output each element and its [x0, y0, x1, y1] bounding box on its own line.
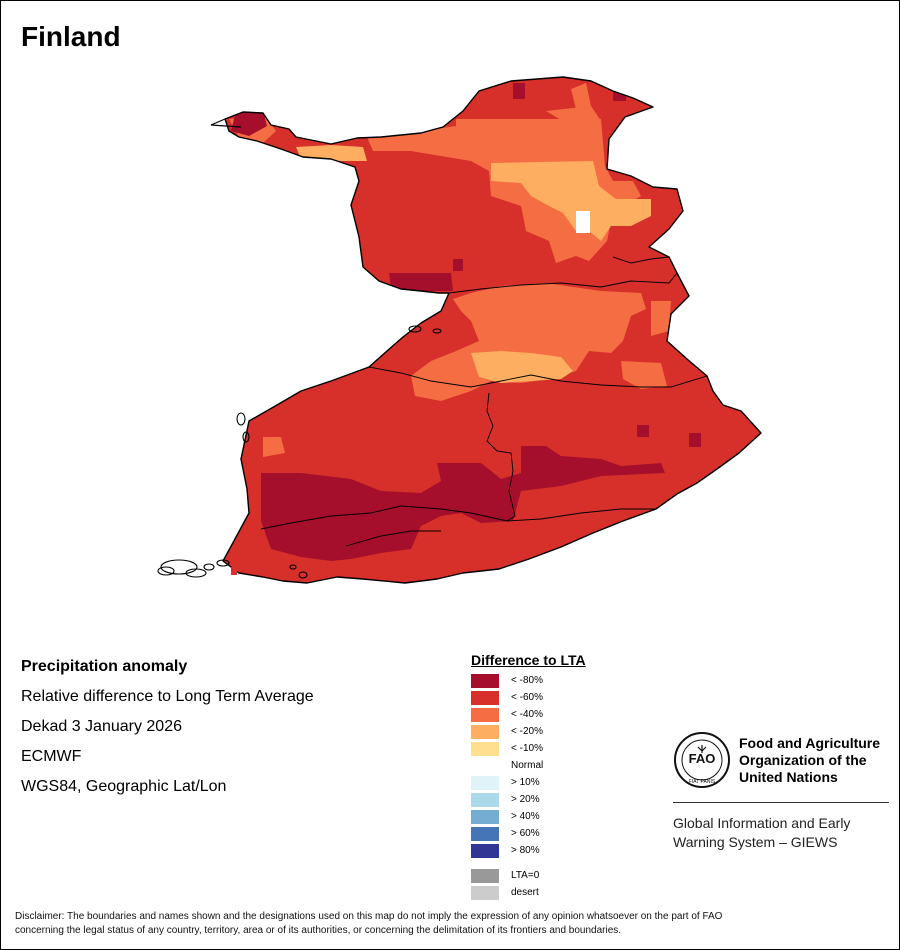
disclaimer-line-2: concerning the legal status of any count…: [15, 925, 622, 936]
class-lt-40-central: [411, 283, 646, 401]
fao-logo-icon: FAO FIAT PANIS: [674, 732, 730, 788]
legend-swatch: [471, 843, 499, 858]
legend-swatch: [471, 758, 499, 773]
giews-line-1: Global Information and Early: [673, 815, 851, 831]
class-lt-20-north: [491, 161, 651, 241]
fao-divider: [673, 802, 889, 803]
legend-swatch: [471, 673, 499, 688]
country-outline: [222, 76, 762, 584]
map-info: Precipitation anomaly Relative differenc…: [21, 657, 441, 807]
region-boundary-east-west: [486, 392, 516, 522]
region-boundary-southwest: [345, 530, 441, 547]
legend-item: < -20%: [471, 723, 641, 740]
class-lt-20-arm: [296, 145, 367, 161]
legend-item: > 60%: [471, 825, 641, 842]
class-lt-80-east-cell: [637, 425, 649, 437]
legend-swatch: [471, 724, 499, 739]
legend-item: > 20%: [471, 791, 641, 808]
info-model: ECMWF: [21, 748, 82, 765]
fao-name-line-2: Organization of the: [739, 752, 867, 768]
class-lt-80-cell3: [453, 259, 463, 271]
class-lt-80-arm: [231, 111, 267, 136]
info-period: Dekad 3 January 2026: [21, 718, 182, 735]
region-boundary-central: [368, 366, 708, 388]
precipitation-map: [157, 76, 762, 584]
info-title: Precipitation anomaly: [21, 658, 188, 675]
class-lt-20-central: [471, 351, 573, 383]
legend-extra-items: LTA=0 desert: [471, 867, 641, 901]
legend-label: LTA=0: [511, 870, 540, 881]
legend-swatch: [471, 690, 499, 705]
legend-label: < -10%: [511, 743, 543, 754]
class-lt-80-north-cell2: [613, 91, 626, 101]
legend-item: < -40%: [471, 706, 641, 723]
legend-label: > 10%: [511, 777, 540, 788]
aland-cell: [231, 567, 237, 575]
legend-swatch: [471, 826, 499, 841]
legend-label: > 80%: [511, 845, 540, 856]
legend-swatch: [471, 741, 499, 756]
legend-label: > 60%: [511, 828, 540, 839]
class-lt-80-west: [389, 273, 453, 291]
legend-swatch: [471, 885, 499, 900]
fao-name-line-3: United Nations: [739, 769, 838, 785]
region-boundary-ne: [612, 256, 670, 264]
class-lt-40-north: [367, 119, 641, 263]
region-boundary-north: [448, 272, 678, 294]
giews-name: Global Information and Early Warning Sys…: [673, 814, 889, 852]
fao-logo-text: FAO: [689, 751, 716, 766]
class-lt-40-lapland: [546, 106, 601, 126]
legend-item: > 80%: [471, 842, 641, 859]
legend-label: desert: [511, 887, 539, 898]
legend-label: Normal: [511, 760, 544, 771]
legend-item: desert: [471, 884, 641, 901]
legend-item: < -60%: [471, 689, 641, 706]
legend-swatch: [471, 868, 499, 883]
disclaimer-line-1: Disclaimer: The boundaries and names sho…: [15, 911, 723, 922]
class-lt-40-top: [571, 83, 591, 109]
arm-tip-outline: [210, 118, 242, 128]
legend-label: < -20%: [511, 726, 543, 737]
legend-item: > 10%: [471, 774, 641, 791]
legend-item: Normal: [471, 757, 641, 774]
legend-item: < -10%: [471, 740, 641, 757]
legend-swatch: [471, 707, 499, 722]
fao-name-line-1: Food and Agriculture: [739, 735, 881, 751]
legend-swatch: [471, 809, 499, 824]
legend-label: < -40%: [511, 709, 543, 720]
legend-label: < -80%: [511, 675, 543, 686]
class-lt-80-north-cell: [513, 83, 525, 99]
class-lt-80-east-cell2: [689, 433, 701, 447]
info-projection: WGS84, Geographic Lat/Lon: [21, 778, 227, 795]
legend-items: < -80% < -60% < -40% < -20% < -10% Normal > 10…: [471, 672, 641, 859]
legend-label: > 40%: [511, 811, 540, 822]
disclaimer: Disclaimer: The boundaries and names sho…: [15, 910, 887, 938]
giews-line-2: Warning System – GIEWS: [673, 834, 838, 850]
region-boundary-south: [260, 505, 656, 530]
legend-swatch: [471, 792, 499, 807]
anomaly-raster: [223, 77, 761, 583]
class-lt-40-east: [651, 301, 671, 336]
fao-logo-motto: FIAT PANIS: [689, 779, 716, 785]
archipelago-islands: [157, 325, 442, 579]
legend-item: > 40%: [471, 808, 641, 825]
fao-name: Food and Agriculture Organization of the…: [739, 735, 891, 786]
info-subtitle: Relative difference to Long Term Average: [21, 688, 314, 705]
class-lt-40-west: [263, 437, 285, 457]
class-lt-80-south: [261, 446, 665, 561]
class-lt-40-east2: [621, 361, 667, 389]
country-title: Finland: [21, 21, 121, 52]
class-normal-cell: [576, 211, 590, 233]
legend: Difference to LTA < -80% < -60% < -40% < -2…: [471, 652, 641, 901]
legend-label: > 20%: [511, 794, 540, 805]
legend-label: < -60%: [511, 692, 543, 703]
legend-title: Difference to LTA: [471, 652, 586, 668]
legend-swatch: [471, 775, 499, 790]
legend-item: < -80%: [471, 672, 641, 689]
legend-item: LTA=0: [471, 867, 641, 884]
